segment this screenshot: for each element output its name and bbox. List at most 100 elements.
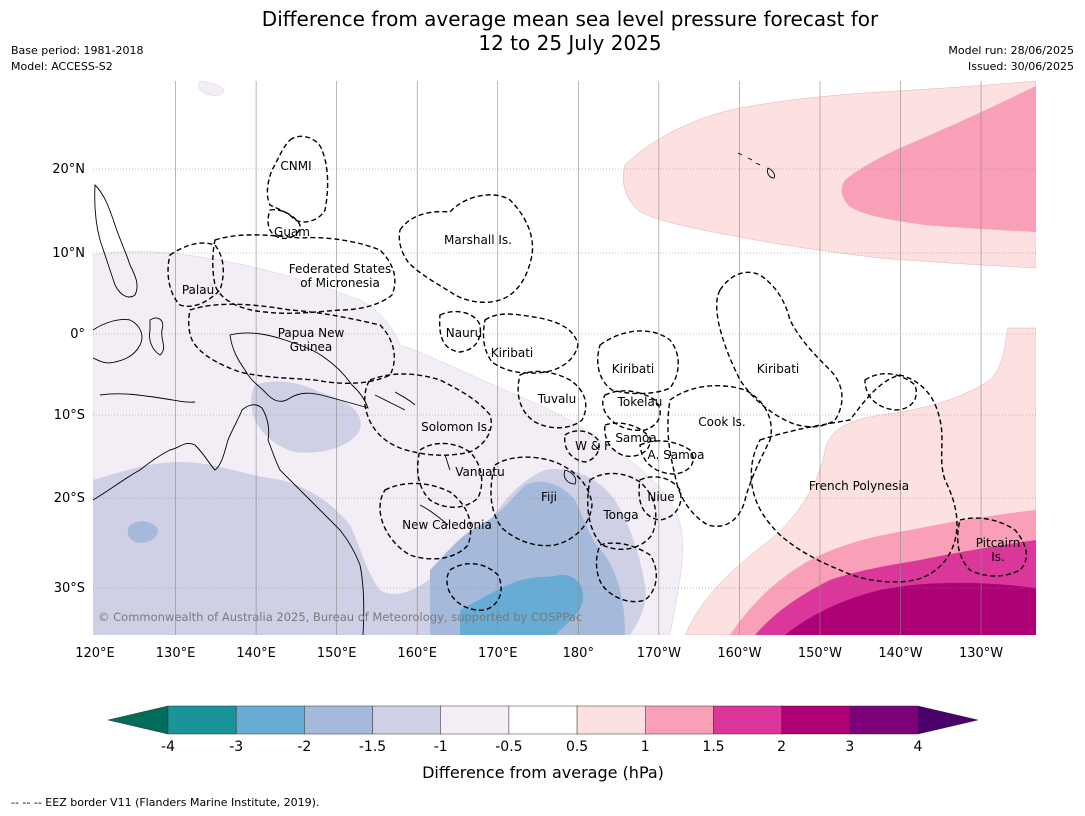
sulawesi-coastline: [149, 317, 165, 356]
colorbar-segment-8: [713, 705, 782, 735]
new-guinea-coastline: [229, 332, 369, 409]
longitude-labels: 120°E 130°E 140°E 150°E 160°E 170°E 180° 170°W 1…: [75, 646, 1003, 661]
vanuatu-coastline: [444, 454, 451, 471]
place-label-palau: Palau: [182, 283, 214, 297]
place-label-fsm-line-1: Federated States: [289, 262, 391, 276]
title-line-1: Difference from average mean sea level p…: [261, 7, 879, 31]
colorbar-tick-9: 2: [777, 739, 786, 755]
anomaly-region-plus-1-north: [841, 86, 1036, 232]
place-label-cook: Cook Is.: [698, 415, 745, 429]
borneo-sulawesi-coastline: [93, 319, 143, 364]
place-label-kiribati-e: Kiribati: [757, 362, 799, 376]
eez-border-note: -- -- -- EEZ border V11 (Flanders Marine…: [11, 796, 320, 809]
eez-niue: [638, 476, 682, 521]
colorbar-over-arrow: [917, 705, 979, 735]
lon-label-5: 170°E: [478, 646, 518, 661]
lat-label-4: 20°S: [54, 491, 85, 506]
coastlines: [93, 152, 775, 635]
fiji-coastline: [563, 469, 577, 485]
lat-label-3: 10°S: [54, 408, 85, 423]
anomaly-region-plus-2: [785, 582, 1036, 635]
eez-american-samoa: [639, 440, 694, 475]
lon-label-1: 130°E: [156, 646, 196, 661]
anomaly-region-minus-2: [460, 574, 584, 635]
place-label-vanuatu: Vanuatu: [455, 465, 505, 479]
colorbar-tick-6: 0.5: [566, 739, 588, 755]
eez-nauru: [438, 310, 482, 353]
eez-vanuatu: [417, 442, 483, 508]
eez-tokelau: [602, 390, 661, 432]
lon-label-7: 170°W: [637, 646, 681, 661]
eez-palau: [167, 242, 224, 307]
lon-label-2: 140°E: [236, 646, 276, 661]
eez-tuvalu: [517, 370, 587, 429]
eez-png: [187, 303, 396, 384]
lon-label-9: 150°W: [798, 646, 842, 661]
model-run: Model run: 28/06/2025: [948, 44, 1074, 57]
eez-kiribati-west: [482, 313, 579, 374]
graticule: [93, 81, 1036, 635]
colorbar-title: Difference from average (hPa): [422, 763, 664, 782]
colorbar-segment-0: [167, 705, 237, 735]
place-label-wf: W & F: [575, 439, 611, 453]
place-label-samoa: Samoa: [615, 431, 656, 445]
place-label-tuvalu: Tuvalu: [537, 392, 577, 406]
anomaly-region-minus-1: [251, 381, 361, 453]
place-label-solomon: Solomon Is.: [421, 420, 491, 434]
colorbar-tick-4: -1: [434, 739, 448, 755]
lat-label-5: 30°S: [54, 581, 85, 596]
place-label-fsm-line-2: of Micronesia: [300, 276, 380, 290]
place-label-newcal: New Caledonia: [402, 518, 492, 532]
lat-label-1: 10°N: [52, 246, 85, 261]
australia-coastline: [93, 404, 365, 635]
lon-label-10: 140°W: [878, 646, 922, 661]
eez-fsm: [212, 234, 396, 314]
eez-fiji: [490, 456, 593, 547]
copyright-notice: © Commonwealth of Australia 2025, Bureau…: [98, 610, 582, 624]
colorbar-segment-5: [508, 705, 578, 735]
colorbar-tick-10: 3: [845, 739, 854, 755]
anomaly-region-minus-0-5-north: [198, 81, 225, 96]
timor-islands-coastline: [99, 393, 196, 403]
metadata-left: Base period: 1981-2018 Model: ACCESS-S2: [11, 43, 143, 75]
colorbar-segment-3: [372, 705, 441, 735]
colorbar-segment-10: [849, 705, 919, 735]
colorbar-tick-2: -2: [297, 739, 311, 755]
lon-label-4: 160°E: [397, 646, 437, 661]
map-area: © Commonwealth of Australia 2025, Bureau…: [93, 81, 1036, 635]
place-label-png-line-2: Guinea: [290, 340, 333, 354]
lon-label-3: 150°E: [317, 646, 357, 661]
lon-label-0: 120°E: [75, 646, 115, 661]
colorbar-tick-7: 1: [641, 739, 650, 755]
lon-label-11: 130°W: [959, 646, 1003, 661]
colorbar: -4 -3 -2 -1.5 -1 -0.5 0.5 1 1.5 2 3 4: [107, 705, 979, 755]
model-name: Model: ACCESS-S2: [11, 60, 113, 73]
place-label-png-line-1: Papua New: [278, 326, 345, 340]
place-label-marshall: Marshall Is.: [444, 233, 512, 247]
place-label-nauru: Nauru: [446, 326, 482, 340]
place-label-guam: Guam: [274, 225, 310, 239]
lat-label-2: 0°: [70, 327, 85, 342]
anomaly-region-minus-1-5-west: [127, 521, 158, 543]
colorbar-under-arrow: [107, 705, 169, 735]
eez-new-zealand-north: [595, 542, 657, 603]
colorbar-segment-2: [304, 705, 373, 735]
philippines-coastline: [94, 183, 138, 298]
base-period: Base period: 1981-2018: [11, 44, 144, 57]
place-label-tonga: Tonga: [602, 508, 638, 522]
colorbar-segment-1: [235, 705, 305, 735]
place-label-pitcairn-line-2: Is.: [991, 550, 1005, 564]
colorbar-tick-3: -1.5: [359, 739, 386, 755]
eez-norfolk: [446, 563, 502, 611]
colorbar-segment-6: [576, 705, 646, 735]
place-label-kiribati-w: Kiribati: [491, 346, 533, 360]
colorbar-tick-0: -4: [161, 739, 175, 755]
lon-label-8: 160°W: [717, 646, 761, 661]
eez-french-polynesia: [750, 374, 958, 583]
eez-samoa: [604, 422, 651, 457]
lat-label-0: 20°N: [52, 162, 85, 177]
place-label-cnmi: CNMI: [280, 159, 311, 173]
title-line-2: 12 to 25 July 2025: [478, 31, 662, 55]
eez-pitcairn: [957, 517, 1027, 577]
